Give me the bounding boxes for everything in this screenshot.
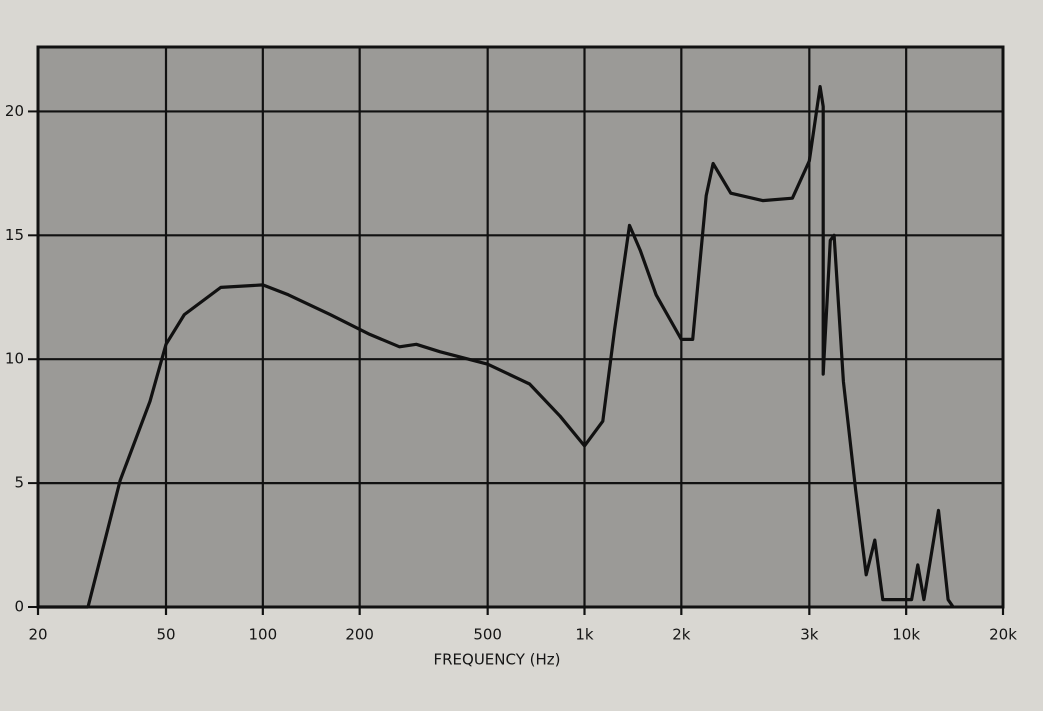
x-tick-label: 20 xyxy=(28,626,47,644)
x-tick-label: 200 xyxy=(345,626,374,644)
y-tick-label: 15 xyxy=(5,226,24,244)
x-tick-label: 20k xyxy=(989,626,1017,644)
y-tick-label: 5 xyxy=(14,474,24,492)
response-line xyxy=(38,85,955,609)
x-tick-label: 1k xyxy=(575,626,594,644)
x-tick-label: 100 xyxy=(249,626,278,644)
x-tick-label: 2k xyxy=(672,626,691,644)
y-tick-label: 10 xyxy=(5,350,24,368)
y-tick-label: 20 xyxy=(5,102,24,120)
x-tick-label: 3k xyxy=(800,626,819,644)
x-tick-label: 50 xyxy=(156,626,175,644)
x-tick-label: 500 xyxy=(473,626,502,644)
plot-area xyxy=(36,45,1005,609)
x-tick-label: 10k xyxy=(892,626,920,644)
y-tick-label: 0 xyxy=(14,598,24,616)
x-axis-label: FREQUENCY (Hz) xyxy=(433,651,560,669)
